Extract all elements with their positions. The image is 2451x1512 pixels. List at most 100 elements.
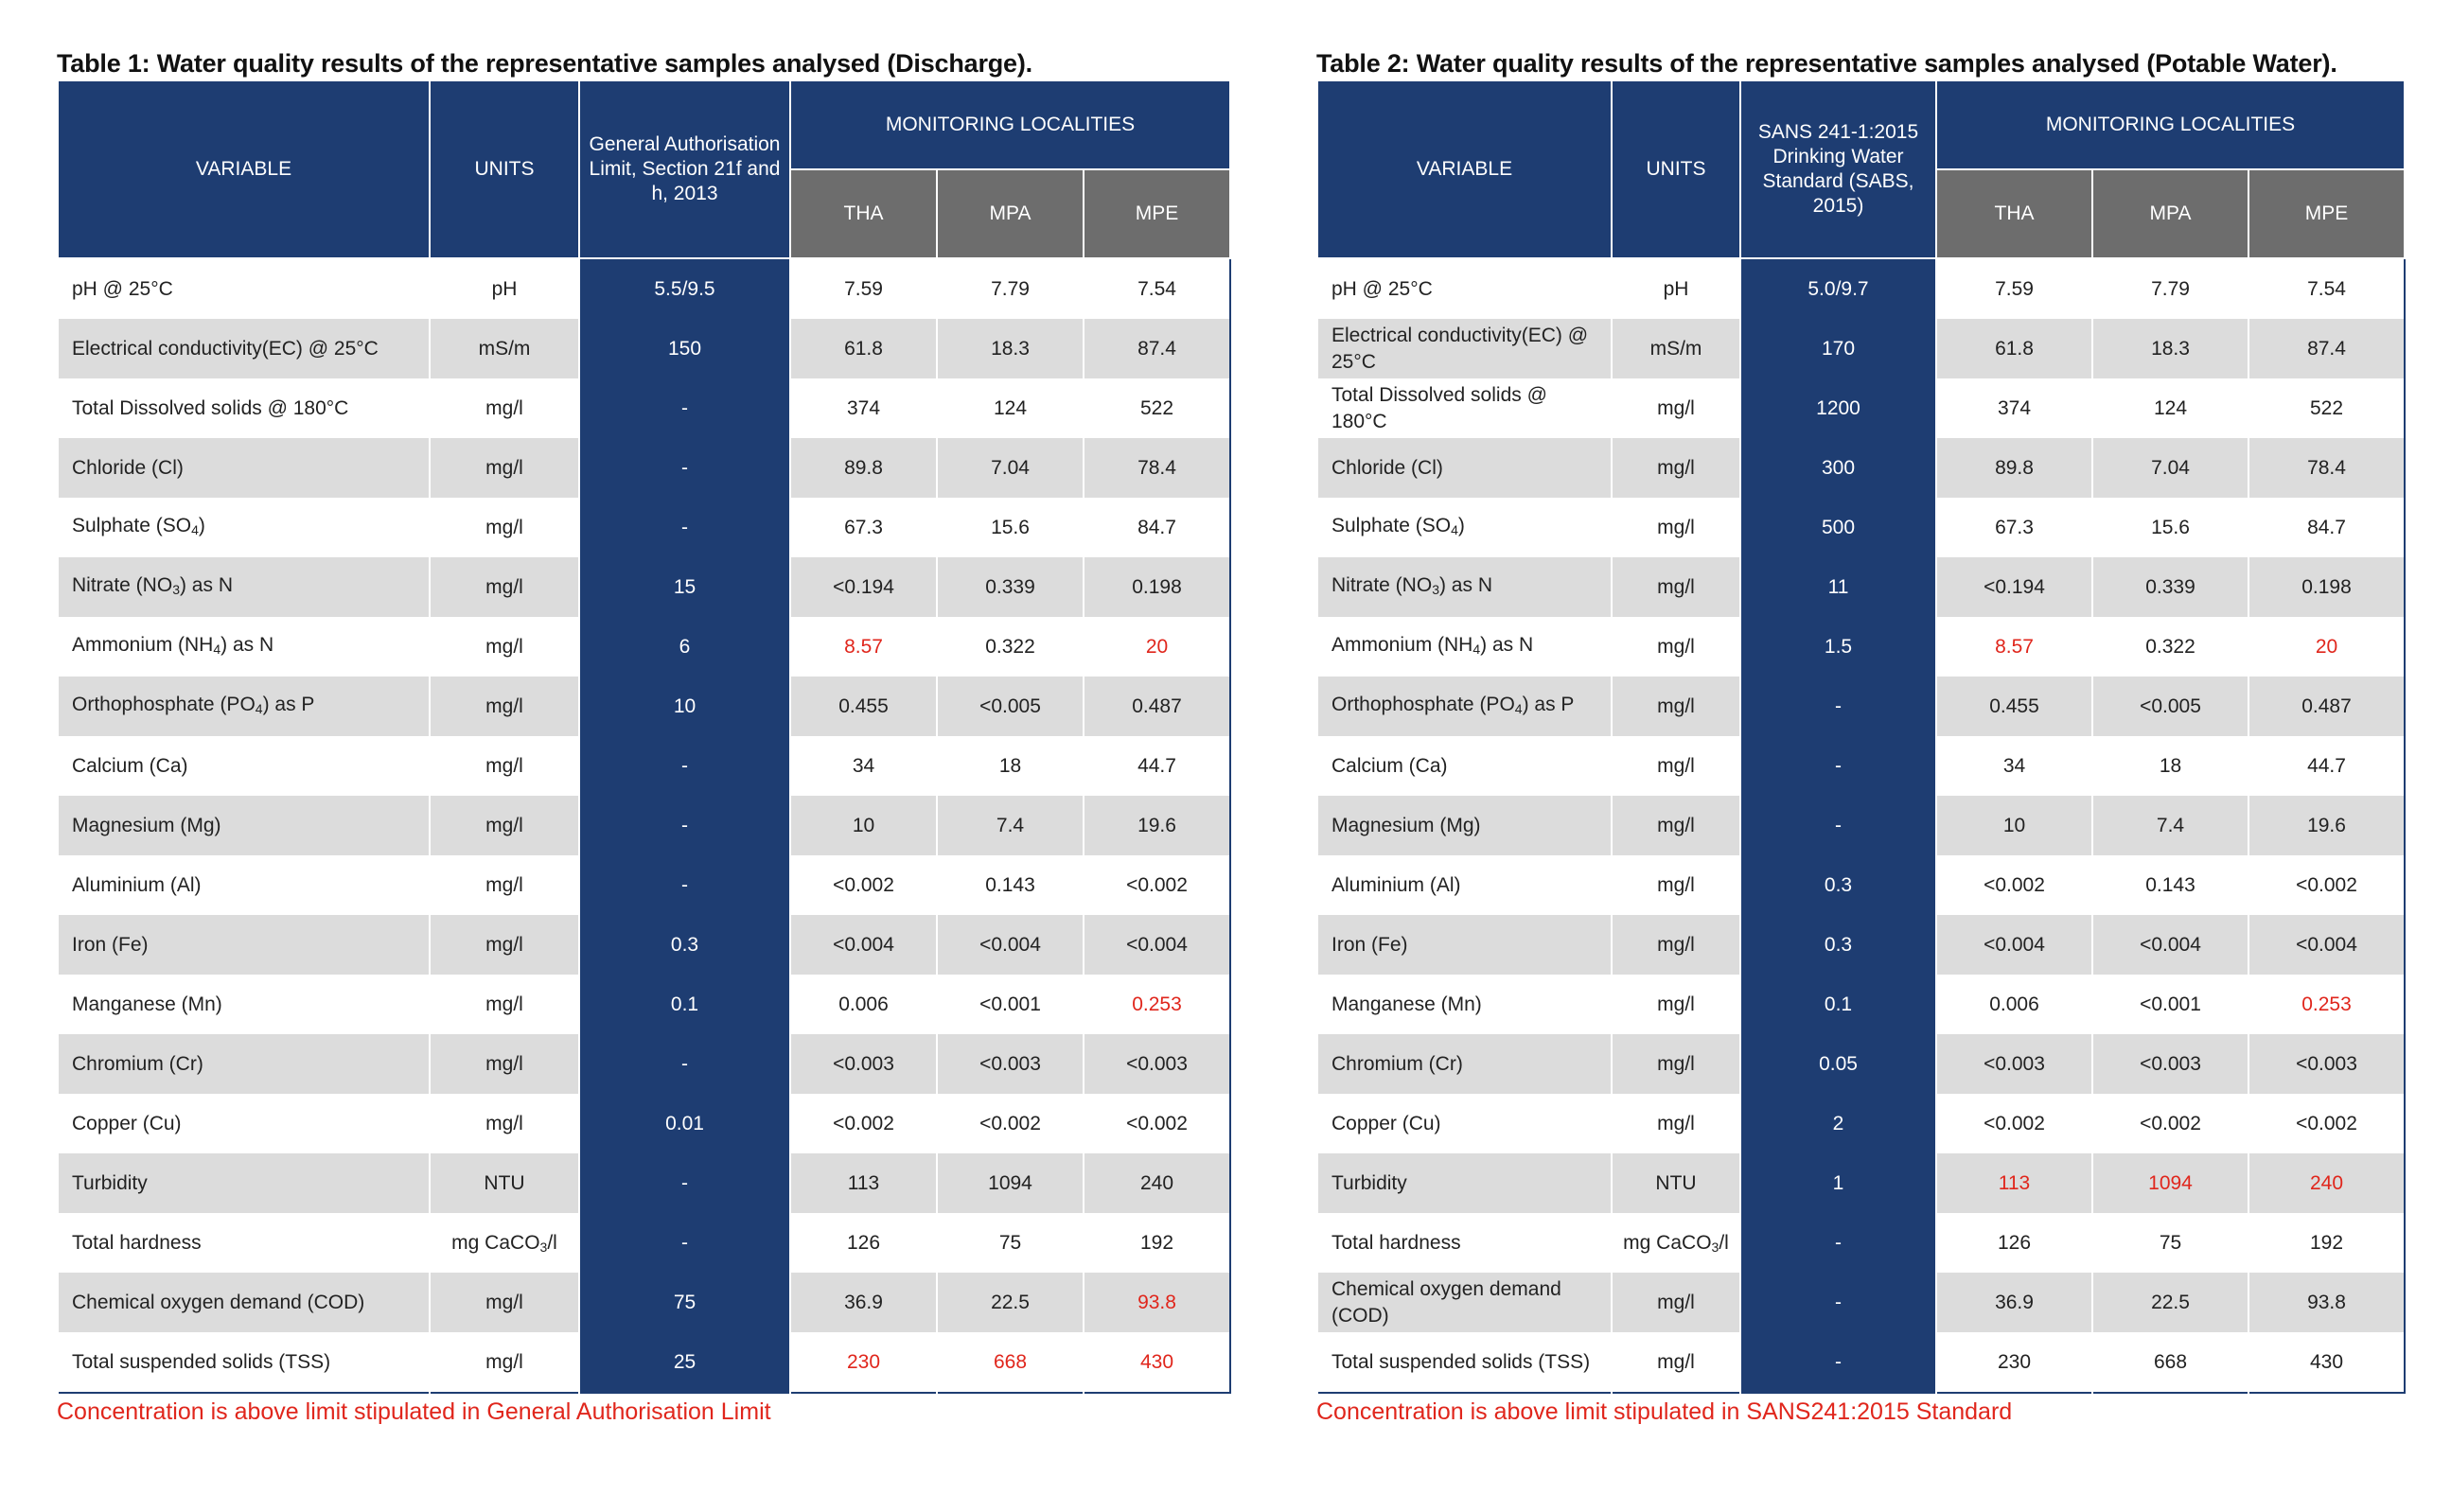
- units-cell: pH: [429, 258, 579, 319]
- header-site-mpa: MPA: [2091, 168, 2249, 259]
- variable-cell: Orthophosphate (PO4) as P: [1316, 677, 1612, 736]
- value-cell-mpe: 240: [2248, 1153, 2405, 1213]
- variable-cell: Sulphate (SO4): [1316, 498, 1612, 557]
- units-text: mg/l: [1657, 1350, 1695, 1373]
- variable-name: pH @ 25°C: [1331, 277, 1433, 300]
- value-cell-mpa: 0.322: [2091, 617, 2248, 677]
- units-cell: mg/l: [429, 736, 579, 796]
- variable-name: Total hardness: [72, 1231, 202, 1254]
- limit-cell: 1.5: [1739, 617, 1936, 677]
- value-cell-mpe: 20: [1083, 617, 1230, 677]
- value-cell-mpe: 93.8: [2248, 1273, 2405, 1332]
- units-text: mg/l: [485, 754, 523, 777]
- limit-cell: -: [1739, 677, 1936, 736]
- table-row: Nitrate (NO3) as N mg/l 11 <0.194 0.339 0.198: [1316, 557, 2405, 617]
- table-row: Aluminium (Al) mg/l 0.3 <0.002 0.143 <0.002: [1316, 855, 2405, 915]
- value-cell-mpa: 18.3: [936, 319, 1084, 378]
- variable-cell: Orthophosphate (PO4) as P: [57, 677, 430, 736]
- table-row: Total Dissolved solids @ 180°C mg/l 1200 37…: [1316, 378, 2405, 438]
- value-cell-tha: 113: [789, 1153, 937, 1213]
- limit-cell: 170: [1739, 319, 1936, 378]
- units-text: mg/l: [1657, 814, 1695, 836]
- value-cell-mpe: 84.7: [2248, 498, 2405, 557]
- value-cell-mpe: 0.487: [2248, 677, 2405, 736]
- table-2-caption: Table 2: Water quality results of the re…: [1316, 49, 2337, 78]
- variable-subscript: 4: [1451, 521, 1458, 537]
- value-cell-tha: 89.8: [1935, 438, 2092, 498]
- value-cell-mpa: <0.003: [936, 1034, 1084, 1094]
- table-row: Turbidity NTU -113 1094 240: [57, 1153, 1230, 1213]
- value-cell-mpa: <0.001: [936, 975, 1084, 1034]
- value-cell-mpa: 7.04: [2091, 438, 2248, 498]
- limit-cell: 0.3: [1739, 855, 1936, 915]
- units-text: mg/l: [485, 396, 523, 419]
- variable-name: Copper (Cu): [72, 1112, 182, 1134]
- variable-cell: Chemical oxygen demand (COD): [57, 1273, 430, 1332]
- value-cell-mpe: 20: [2248, 617, 2405, 677]
- units-text: pH: [1663, 277, 1689, 300]
- header-limit: SANS 241-1:2015 Drinking Water Standard …: [1739, 79, 1937, 259]
- table-row: Magnesium (Mg) mg/l -10 7.4 19.6: [57, 796, 1230, 855]
- variable-name: Orthophosphate (PO: [1331, 693, 1515, 715]
- table-row: Orthophosphate (PO4) as P mg/l 10 0.455 <0.0…: [57, 677, 1230, 736]
- value-cell-tha: 230: [789, 1332, 937, 1393]
- variable-name: Sulphate (SO: [72, 514, 192, 536]
- units-text: mg/l: [485, 873, 523, 896]
- units-text: mg/l: [1657, 694, 1695, 717]
- variable-name: Chromium (Cr): [72, 1052, 203, 1075]
- value-cell-mpe: <0.003: [2248, 1034, 2405, 1094]
- limit-cell: 1200: [1739, 378, 1936, 438]
- variable-cell: Chromium (Cr): [1316, 1034, 1612, 1094]
- table-row: Chloride (Cl) mg/l 300 89.8 7.04 78.4: [1316, 438, 2405, 498]
- units-subscript: 3: [1711, 1239, 1719, 1255]
- value-cell-mpa: <0.004: [2091, 915, 2248, 975]
- value-cell-mpe: <0.002: [1083, 855, 1230, 915]
- value-cell-mpe: 522: [2248, 378, 2405, 438]
- variable-cell: Chloride (Cl): [1316, 438, 1612, 498]
- variable-subscript: 3: [172, 581, 180, 597]
- units-cell: mg/l: [429, 677, 579, 736]
- units-text: mg/l: [485, 1350, 523, 1373]
- limit-cell: -: [578, 736, 790, 796]
- units-text: mg/l: [1657, 396, 1695, 419]
- table-2-panel: Table 2: Water quality results of the re…: [1316, 47, 2406, 1428]
- value-cell-tha: 10: [1935, 796, 2092, 855]
- value-cell-mpe: 192: [1083, 1213, 1230, 1273]
- value-cell-mpe: 430: [2248, 1332, 2405, 1393]
- units-cell: mg/l: [1611, 677, 1740, 736]
- table-1-panel: Table 1: Water quality results of the re…: [57, 47, 1231, 1428]
- value-cell-mpa: 7.4: [2091, 796, 2248, 855]
- variable-name: Magnesium (Mg): [72, 814, 221, 836]
- units-text: mS/m: [1649, 337, 1702, 360]
- header-limit: General Authorisation Limit, Section 21f…: [578, 79, 791, 259]
- variable-cell: Copper (Cu): [1316, 1094, 1612, 1153]
- table-row: Ammonium (NH4) as N mg/l 6 8.57 0.322 20: [57, 617, 1230, 677]
- value-cell-mpe: 44.7: [2248, 736, 2405, 796]
- value-cell-mpa: 7.79: [2091, 258, 2248, 319]
- variable-name: Turbidity: [1331, 1171, 1407, 1194]
- value-cell-tha: 0.006: [1935, 975, 2092, 1034]
- variable-cell: Manganese (Mn): [57, 975, 430, 1034]
- value-cell-tha: 89.8: [789, 438, 937, 498]
- value-cell-mpe: <0.003: [1083, 1034, 1230, 1094]
- value-cell-mpa: 0.143: [936, 855, 1084, 915]
- table-row: Iron (Fe) mg/l 0.3 <0.004 <0.004 <0.004: [1316, 915, 2405, 975]
- value-cell-tha: 34: [789, 736, 937, 796]
- table-row: Copper (Cu) mg/l 2 <0.002 <0.002 <0.002: [1316, 1094, 2405, 1153]
- value-cell-mpa: <0.001: [2091, 975, 2248, 1034]
- table-row: Sulphate (SO4) mg/l -67.3 15.6 84.7: [57, 498, 1230, 557]
- units-text: NTU: [484, 1171, 525, 1194]
- value-cell-tha: 36.9: [789, 1273, 937, 1332]
- variable-cell: Magnesium (Mg): [57, 796, 430, 855]
- variable-cell: Aluminium (Al): [1316, 855, 1612, 915]
- table-row: Iron (Fe) mg/l 0.3 <0.004 <0.004 <0.004: [57, 915, 1230, 975]
- limit-cell: -: [1739, 736, 1936, 796]
- value-cell-tha: 8.57: [789, 617, 937, 677]
- value-cell-mpa: <0.005: [2091, 677, 2248, 736]
- variable-name: Total hardness: [1331, 1231, 1461, 1254]
- value-cell-mpa: 1094: [2091, 1153, 2248, 1213]
- table-row: Copper (Cu) mg/l 0.01 <0.002 <0.002 <0.002: [57, 1094, 1230, 1153]
- value-cell-mpe: 7.54: [1083, 258, 1230, 319]
- units-text: mg/l: [485, 933, 523, 956]
- table-1-body: pH @ 25°C pH 5.5/9.5 7.59 7.79 7.54 Electrical…: [57, 258, 1230, 1393]
